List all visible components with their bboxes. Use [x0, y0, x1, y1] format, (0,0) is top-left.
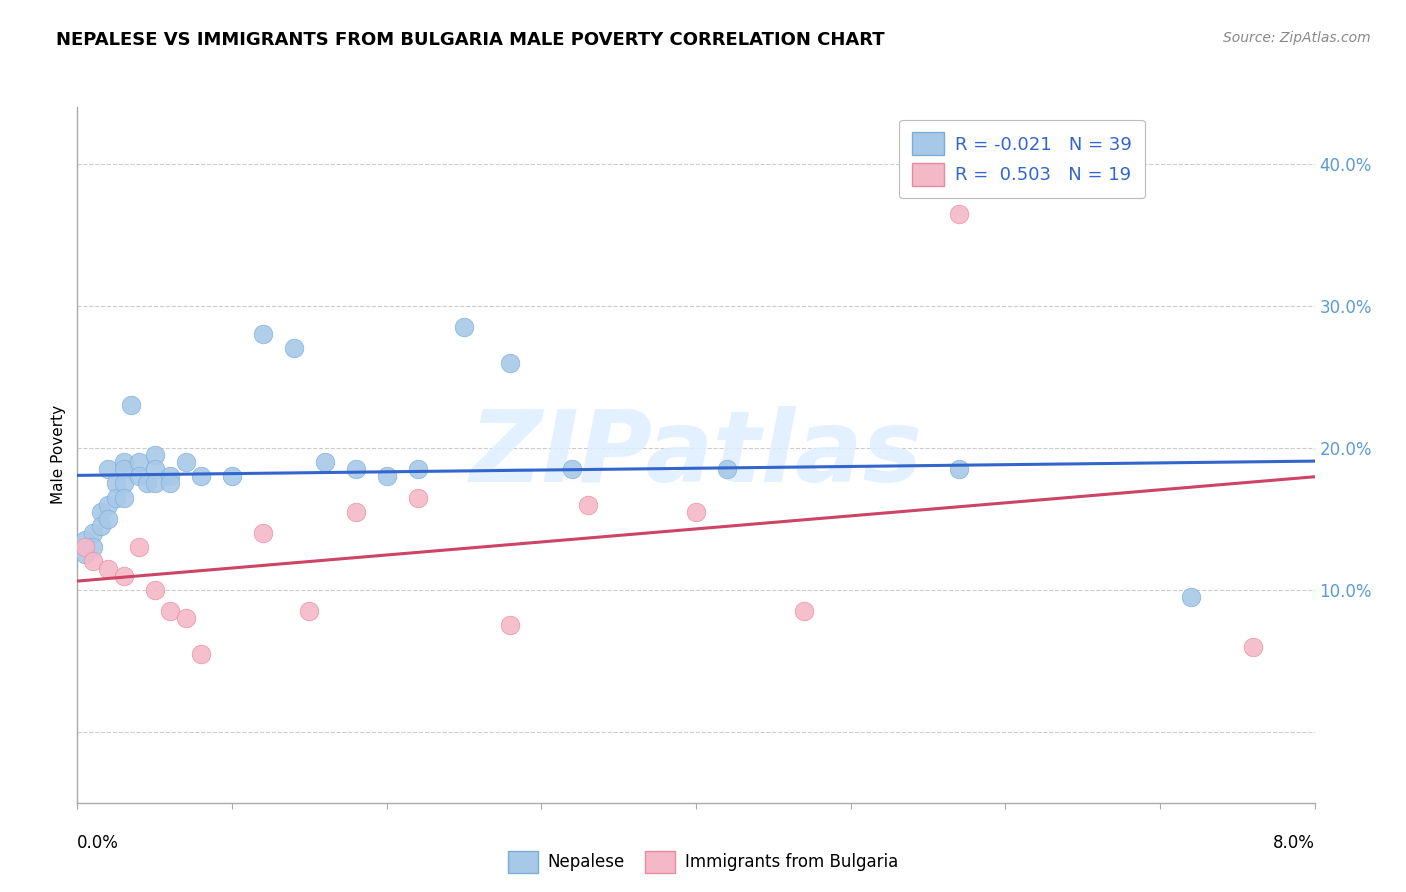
Point [716, 462, 738, 476]
Point [1180, 590, 1202, 604]
Point [298, 604, 321, 618]
Point [128, 455, 150, 469]
Point [1241, 640, 1264, 654]
Point [948, 206, 970, 220]
Point [75, 533, 96, 548]
Point [948, 462, 970, 476]
Point [97, 561, 120, 575]
Point [344, 462, 367, 476]
Point [406, 491, 429, 505]
Point [143, 476, 166, 491]
Legend: Nepalese, Immigrants from Bulgaria: Nepalese, Immigrants from Bulgaria [501, 845, 905, 880]
Point [221, 469, 243, 483]
Point [453, 320, 475, 334]
Point [143, 582, 166, 597]
Point [793, 604, 815, 618]
Point [685, 505, 707, 519]
Point [90, 505, 111, 519]
Point [190, 469, 212, 483]
Point [561, 462, 583, 476]
Point [190, 647, 212, 661]
Point [97, 462, 120, 476]
Point [314, 455, 336, 469]
Point [97, 512, 120, 526]
Point [75, 540, 96, 554]
Point [344, 505, 367, 519]
Point [252, 526, 274, 541]
Point [82, 554, 104, 568]
Point [499, 618, 522, 632]
Point [90, 519, 111, 533]
Point [112, 462, 135, 476]
Point [105, 476, 127, 491]
Y-axis label: Male Poverty: Male Poverty [51, 405, 66, 505]
Point [105, 491, 127, 505]
Text: 8.0%: 8.0% [1272, 834, 1315, 852]
Point [143, 448, 166, 462]
Point [112, 455, 135, 469]
Point [128, 469, 150, 483]
Text: ZIPatlas: ZIPatlas [470, 407, 922, 503]
Point [375, 469, 398, 483]
Point [112, 476, 135, 491]
Point [97, 498, 120, 512]
Point [136, 476, 159, 491]
Point [112, 568, 135, 582]
Point [174, 611, 197, 625]
Text: Source: ZipAtlas.com: Source: ZipAtlas.com [1223, 31, 1371, 45]
Point [174, 455, 197, 469]
Point [499, 356, 522, 370]
Point [82, 540, 104, 554]
Point [159, 476, 181, 491]
Text: NEPALESE VS IMMIGRANTS FROM BULGARIA MALE POVERTY CORRELATION CHART: NEPALESE VS IMMIGRANTS FROM BULGARIA MAL… [56, 31, 884, 49]
Point [283, 342, 305, 356]
Text: 0.0%: 0.0% [77, 834, 120, 852]
Point [159, 469, 181, 483]
Point [252, 327, 274, 342]
Point [159, 604, 181, 618]
Point [128, 540, 150, 554]
Point [121, 398, 143, 412]
Point [143, 462, 166, 476]
Point [82, 526, 104, 541]
Point [406, 462, 429, 476]
Point [75, 547, 96, 561]
Point [112, 491, 135, 505]
Point [576, 498, 599, 512]
Legend: R = -0.021   N = 39, R =  0.503   N = 19: R = -0.021 N = 39, R = 0.503 N = 19 [900, 120, 1144, 198]
